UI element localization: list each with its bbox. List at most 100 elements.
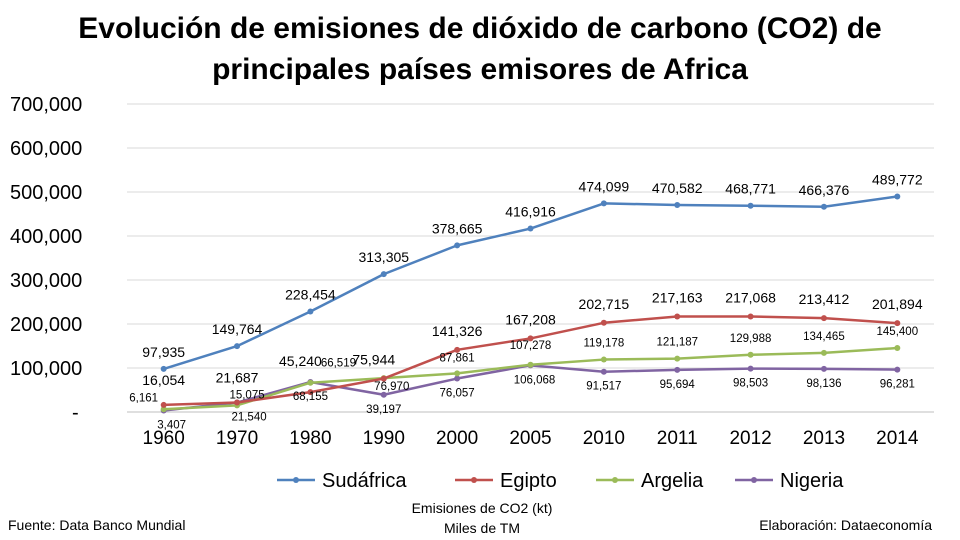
data-label-nigeria: 106,068 bbox=[514, 374, 556, 386]
data-label-nigeria: 21,540 bbox=[231, 412, 266, 424]
data-point-argelia bbox=[454, 370, 461, 377]
grid bbox=[127, 103, 934, 413]
data-label-argelia: 145,400 bbox=[877, 326, 919, 338]
data-label-egipto: 201,894 bbox=[872, 296, 923, 312]
x-axis-label-line: Miles de TM bbox=[444, 520, 520, 536]
y-tick-label: - bbox=[72, 402, 79, 424]
data-point-nigeria bbox=[380, 391, 387, 398]
data-point-sudafrica bbox=[160, 365, 167, 372]
data-label-sudafrica: 468,771 bbox=[725, 181, 776, 197]
y-tick-label: 200,000 bbox=[10, 314, 82, 336]
data-label-argelia: 134,465 bbox=[803, 331, 845, 343]
data-point-egipto bbox=[454, 346, 461, 353]
legend-marker-egipto bbox=[471, 477, 477, 483]
x-axis-ticks: 1960 1970 1980 1990 2000 2005 2010 2011 2012 2013… bbox=[143, 428, 919, 449]
data-label-argelia: 107,278 bbox=[510, 340, 552, 352]
series bbox=[160, 193, 901, 414]
data-point-egipto bbox=[527, 335, 534, 342]
data-point-nigeria bbox=[747, 365, 754, 372]
data-label-nigeria: 39,197 bbox=[366, 404, 401, 416]
chart-title-line: Evolución de emisiones de dióxido de car… bbox=[78, 12, 881, 45]
data-label-egipto: 45,240 bbox=[279, 353, 322, 369]
data-label-sudafrica: 97,935 bbox=[142, 344, 185, 360]
data-label-egipto: 217,163 bbox=[652, 289, 703, 305]
data-label-sudafrica: 313,305 bbox=[358, 249, 409, 265]
legend-marker-nigeria bbox=[751, 477, 757, 483]
data-point-egipto bbox=[894, 320, 901, 327]
data-label-sudafrica: 149,764 bbox=[212, 321, 263, 337]
y-tick-label: 300,000 bbox=[10, 270, 82, 292]
data-label-egipto: 75,944 bbox=[352, 352, 395, 368]
data-label-nigeria: 98,503 bbox=[733, 378, 768, 390]
data-label-nigeria: 96,281 bbox=[880, 379, 915, 391]
data-point-sudafrica bbox=[820, 203, 827, 210]
chart-title: Evolución de emisiones de dióxido de car… bbox=[78, 12, 881, 86]
data-label-egipto: 213,412 bbox=[799, 291, 850, 307]
data-label-sudafrica: 378,665 bbox=[432, 220, 483, 236]
data-point-sudafrica bbox=[380, 271, 387, 278]
source-footnote: Fuente: Data Banco Mundial bbox=[8, 517, 185, 533]
x-tick-label: 2011 bbox=[657, 428, 698, 449]
data-point-sudafrica bbox=[600, 200, 607, 207]
data-point-argelia bbox=[894, 345, 901, 352]
data-point-sudafrica bbox=[747, 202, 754, 209]
series-line-nigeria bbox=[163, 364, 898, 412]
x-tick-label: 2012 bbox=[729, 428, 771, 449]
data-point-sudafrica bbox=[234, 343, 241, 350]
data-point-argelia bbox=[527, 361, 534, 368]
data-label-nigeria: 3,407 bbox=[157, 420, 186, 432]
legend-label-argelia: Argelia bbox=[641, 470, 704, 492]
legend-label-sudafrica: Sudáfrica bbox=[322, 470, 407, 492]
data-point-egipto bbox=[307, 389, 314, 396]
data-label-argelia: 121,187 bbox=[656, 337, 698, 349]
legend-marker-sudafrica bbox=[293, 477, 299, 483]
y-tick-label: 500,000 bbox=[10, 182, 82, 204]
data-label-egipto: 16,054 bbox=[142, 372, 185, 388]
data-point-argelia bbox=[674, 355, 681, 362]
data-label-argelia: 15,075 bbox=[229, 389, 264, 401]
x-tick-label: 2013 bbox=[803, 428, 845, 449]
data-label-argelia: 76,970 bbox=[374, 381, 409, 393]
data-label-egipto: 21,687 bbox=[216, 369, 259, 385]
data-label-egipto: 217,068 bbox=[725, 289, 776, 305]
x-tick-label: 2014 bbox=[876, 428, 919, 449]
x-tick-label: 2010 bbox=[583, 428, 625, 449]
data-point-argelia bbox=[600, 356, 607, 363]
legend: Sudáfrica Egipto Argelia Nigeria bbox=[277, 470, 844, 492]
data-point-nigeria bbox=[820, 365, 827, 372]
y-tick-label: 700,000 bbox=[10, 94, 82, 116]
data-label-egipto: 141,326 bbox=[432, 323, 483, 339]
y-tick-label: 100,000 bbox=[10, 358, 82, 380]
data-label-nigeria: 95,694 bbox=[660, 379, 696, 391]
x-axis-label-line: Emisiones de CO2 (kt) bbox=[412, 500, 553, 516]
data-label-sudafrica: 470,582 bbox=[652, 180, 703, 196]
x-tick-label: 1980 bbox=[289, 428, 331, 449]
data-label-argelia: 87,861 bbox=[440, 352, 475, 364]
data-label-nigeria: 76,057 bbox=[440, 388, 475, 400]
data-point-nigeria bbox=[454, 375, 461, 382]
data-label-nigeria: 98,136 bbox=[806, 378, 841, 390]
data-label-sudafrica: 474,099 bbox=[579, 178, 630, 194]
data-point-nigeria bbox=[894, 366, 901, 373]
data-point-nigeria bbox=[600, 368, 607, 375]
data-point-egipto bbox=[820, 315, 827, 322]
data-point-egipto bbox=[674, 313, 681, 320]
legend-label-nigeria: Nigeria bbox=[780, 470, 844, 492]
y-axis-ticks: - 100,000 200,000 300,000 400,000 500,000 600,… bbox=[10, 94, 82, 424]
data-label-argelia: 66,519 bbox=[321, 358, 356, 370]
x-tick-label: 2005 bbox=[509, 428, 551, 449]
data-label-egipto: 202,715 bbox=[579, 296, 630, 312]
data-point-argelia bbox=[820, 349, 827, 356]
legend-marker-argelia bbox=[612, 477, 618, 483]
data-label-argelia: 6,161 bbox=[129, 392, 158, 404]
data-label-nigeria: 91,517 bbox=[586, 381, 621, 393]
y-tick-label: 600,000 bbox=[10, 138, 82, 160]
data-point-egipto bbox=[160, 401, 167, 408]
data-label-nigeria: 68,155 bbox=[293, 391, 328, 403]
data-point-argelia bbox=[160, 406, 167, 413]
data-label-sudafrica: 228,454 bbox=[285, 286, 336, 302]
x-tick-label: 2000 bbox=[436, 428, 478, 449]
data-point-sudafrica bbox=[674, 201, 681, 208]
x-tick-label: 1970 bbox=[216, 428, 258, 449]
